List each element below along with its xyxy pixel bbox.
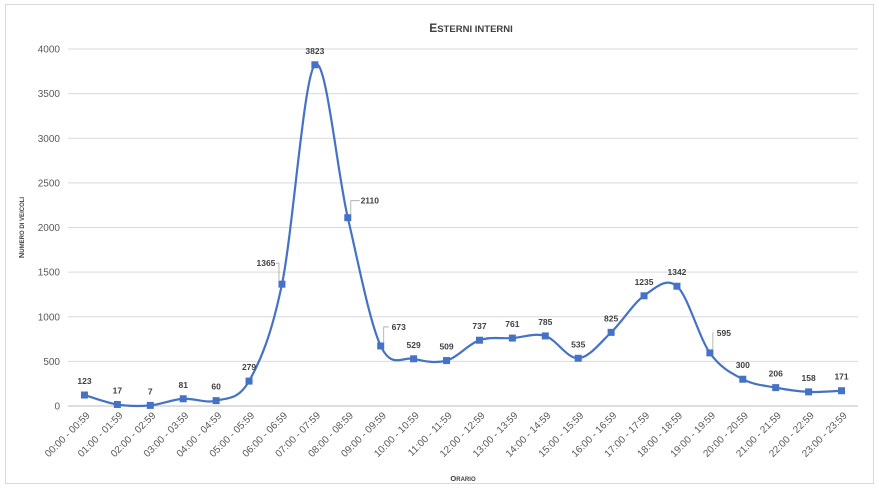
data-label: 595 bbox=[717, 328, 731, 338]
data-label: 7 bbox=[148, 386, 153, 396]
data-label: 1235 bbox=[635, 277, 654, 287]
data-label: 60 bbox=[211, 382, 221, 392]
data-point bbox=[607, 328, 615, 336]
data-point bbox=[541, 332, 549, 340]
data-label: 17 bbox=[113, 385, 123, 395]
label-leader-line bbox=[350, 200, 360, 215]
data-point bbox=[739, 375, 747, 383]
data-point bbox=[377, 342, 385, 350]
data-label: 81 bbox=[178, 380, 188, 390]
y-tick-label: 0 bbox=[54, 402, 60, 413]
data-label: 123 bbox=[77, 376, 91, 386]
data-point bbox=[245, 377, 253, 385]
data-point bbox=[146, 401, 154, 409]
data-label: 3823 bbox=[305, 46, 324, 56]
data-point bbox=[212, 397, 220, 405]
chart-title: ESTERNI INTERNI bbox=[429, 21, 513, 35]
data-label: 673 bbox=[392, 322, 406, 332]
gridlines bbox=[68, 48, 858, 407]
data-label: 206 bbox=[769, 369, 783, 379]
y-tick-label: 3500 bbox=[38, 89, 61, 100]
y-tick-label: 2500 bbox=[38, 178, 61, 189]
data-point bbox=[80, 391, 88, 399]
data-point bbox=[179, 395, 187, 403]
data-label: 737 bbox=[472, 321, 486, 331]
label-leader-line bbox=[275, 262, 280, 282]
data-point bbox=[278, 280, 286, 288]
label-leader-line bbox=[383, 326, 389, 343]
data-point bbox=[113, 400, 121, 408]
y-axis-ticks: 0 500 1000 1500 2000 2500 3000 3500 4000 bbox=[38, 45, 61, 413]
data-label: 825 bbox=[604, 313, 618, 323]
data-label: 535 bbox=[571, 339, 585, 349]
data-label: 158 bbox=[802, 373, 816, 383]
data-label: 279 bbox=[242, 362, 256, 372]
data-markers bbox=[80, 61, 846, 409]
data-label: 509 bbox=[439, 342, 453, 352]
label-leader-line bbox=[712, 332, 714, 350]
data-label: 2110 bbox=[361, 196, 380, 206]
data-point bbox=[673, 282, 681, 290]
data-point bbox=[805, 388, 813, 396]
data-point bbox=[311, 61, 319, 69]
data-point bbox=[838, 387, 846, 395]
data-point bbox=[706, 349, 714, 357]
data-label: 300 bbox=[736, 360, 750, 370]
data-label: 761 bbox=[505, 319, 519, 329]
y-tick-label: 1000 bbox=[38, 312, 61, 323]
y-tick-label: 1500 bbox=[38, 268, 61, 279]
data-point bbox=[443, 357, 451, 365]
data-point bbox=[508, 334, 516, 342]
y-tick-label: 500 bbox=[43, 357, 60, 368]
y-axis-title: NUMERO DI VEICOLI bbox=[17, 197, 26, 259]
data-label: 785 bbox=[538, 317, 552, 327]
series-line bbox=[84, 63, 842, 408]
data-label: 529 bbox=[407, 340, 421, 350]
x-axis-title: ORARIO bbox=[450, 474, 476, 483]
y-tick-label: 4000 bbox=[38, 45, 61, 56]
data-point bbox=[640, 292, 648, 300]
data-label: 171 bbox=[834, 372, 848, 382]
y-tick-label: 2000 bbox=[38, 223, 61, 234]
data-point bbox=[344, 214, 352, 222]
y-tick-label: 3000 bbox=[38, 134, 61, 145]
data-point bbox=[410, 355, 418, 363]
data-label: 1365 bbox=[256, 258, 275, 268]
data-point bbox=[574, 354, 582, 362]
data-label: 1342 bbox=[667, 267, 686, 277]
data-point bbox=[475, 336, 483, 344]
data-point bbox=[772, 384, 780, 392]
